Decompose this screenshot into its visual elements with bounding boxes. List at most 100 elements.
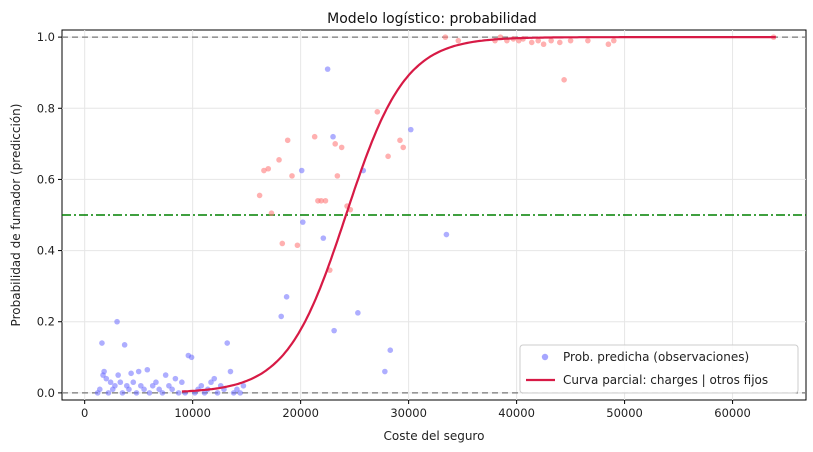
data-point-nonsmoker: [201, 390, 208, 396]
logistic-curve: [181, 36, 776, 393]
data-point-smoker: [261, 167, 267, 174]
data-point-nonsmoker: [141, 386, 147, 393]
data-point-nonsmoker: [130, 379, 137, 386]
data-point-nonsmoker: [135, 368, 142, 375]
y-tick-label: 0.0: [37, 386, 55, 400]
y-tick-label: 0.8: [37, 101, 55, 115]
data-point-nonsmoker: [283, 294, 290, 300]
data-point-nonsmoker: [355, 310, 361, 316]
data-point-smoker: [540, 41, 547, 48]
plot-area: 0 10000 20000 30000 40000 50000 60000 0.00.20.…: [37, 29, 807, 420]
data-point-smoker: [528, 39, 535, 46]
data-point-nonsmoker: [237, 390, 243, 396]
legend-label-curve: Curva parcial: charges | otros fijos: [563, 373, 768, 387]
data-point-nonsmoker: [149, 382, 156, 389]
data-point-nonsmoker: [138, 382, 144, 389]
data-point-smoker: [515, 37, 522, 44]
data-point-smoker: [561, 77, 567, 83]
data-point-nonsmoker: [230, 390, 237, 396]
data-point-nonsmoker: [128, 370, 134, 377]
data-point-nonsmoker: [169, 386, 175, 393]
data-point-nonsmoker: [96, 386, 103, 393]
data-point-nonsmoker: [382, 368, 388, 375]
data-point-smoker: [400, 144, 407, 151]
data-point-smoker: [276, 157, 282, 163]
data-point-nonsmoker: [278, 313, 285, 320]
data-point-smoker: [535, 37, 542, 44]
data-point-smoker: [334, 173, 341, 179]
data-point-smoker: [455, 37, 462, 44]
data-point-smoker: [318, 197, 324, 204]
data-point-smoker: [442, 34, 449, 40]
chart-title: Modelo logístico: probabilidad: [327, 11, 537, 27]
legend: Prob. predicha (observaciones) Curva par…: [519, 344, 799, 394]
data-point-nonsmoker: [121, 342, 128, 348]
data-point-smoker: [585, 37, 591, 44]
data-point-nonsmoker: [144, 366, 151, 373]
data-point-nonsmoker: [407, 126, 414, 133]
data-point-nonsmoker: [234, 386, 240, 393]
data-point-nonsmoker: [133, 390, 140, 396]
legend-box: [519, 344, 799, 394]
data-point-nonsmoker: [330, 133, 336, 140]
y-axis-label: Probabilidad de fumador (predicción): [9, 104, 23, 327]
data-point-nonsmoker: [146, 390, 153, 396]
data-point-smoker: [374, 109, 381, 115]
x-tick-label: 40000: [498, 406, 535, 420]
data-point-nonsmoker: [156, 386, 162, 393]
data-point-smoker: [397, 137, 403, 144]
data-point-smoker: [284, 137, 291, 144]
y-ticks: 0.0 0.2 0.4 0.6 0.8 1.0: [37, 30, 62, 400]
data-point-nonsmoker: [117, 379, 124, 386]
data-point-smoker: [548, 37, 554, 44]
data-point-nonsmoker: [300, 219, 306, 225]
data-point-nonsmoker: [175, 390, 182, 396]
data-point-smoker: [556, 39, 563, 46]
data-point-nonsmoker: [211, 375, 218, 382]
data-point-nonsmoker: [162, 372, 169, 378]
data-point-nonsmoker: [443, 231, 450, 238]
data-point-nonsmoker: [107, 379, 114, 386]
x-tick-label: 60000: [714, 406, 751, 420]
data-point-nonsmoker: [153, 379, 159, 386]
data-point-nonsmoker: [227, 368, 234, 375]
data-point-nonsmoker: [331, 327, 337, 334]
data-point-nonsmoker: [115, 372, 121, 378]
y-tick-label: 0.2: [37, 315, 55, 329]
data-point-nonsmoker: [387, 347, 394, 353]
y-tick-label: 1.0: [37, 30, 55, 44]
data-point-nonsmoker: [324, 66, 331, 72]
y-tick-label: 0.4: [37, 244, 55, 258]
data-point-nonsmoker: [103, 375, 110, 382]
data-point-nonsmoker: [188, 354, 195, 361]
x-tick-label: 0: [81, 406, 88, 420]
data-point-nonsmoker: [105, 390, 112, 396]
data-point-smoker: [332, 141, 338, 147]
x-axis-label: Coste del seguro: [384, 429, 485, 443]
data-point-nonsmoker: [172, 375, 179, 382]
data-point-smoker: [605, 41, 612, 48]
x-tick-label: 30000: [390, 406, 427, 420]
data-point-nonsmoker: [159, 390, 166, 396]
data-point-smoker: [279, 240, 286, 247]
data-point-smoker: [265, 165, 272, 172]
data-point-nonsmoker: [112, 382, 118, 389]
data-point-smoker: [567, 37, 574, 44]
data-point-nonsmoker: [320, 235, 327, 241]
data-point-nonsmoker: [208, 379, 214, 386]
data-point-nonsmoker: [119, 390, 126, 396]
data-point-smoker: [610, 37, 617, 44]
data-point-smoker: [338, 144, 345, 151]
data-point-smoker: [322, 197, 329, 204]
data-point-nonsmoker: [240, 382, 247, 389]
data-point-smoker: [256, 192, 263, 199]
legend-label-scatter: Prob. predicha (observaciones): [563, 350, 749, 364]
data-point-nonsmoker: [179, 379, 185, 386]
data-point-smoker: [311, 133, 318, 140]
data-point-nonsmoker: [298, 167, 305, 174]
x-tick-label: 10000: [174, 406, 211, 420]
x-tick-label: 50000: [606, 406, 643, 420]
data-point-smoker: [385, 153, 391, 160]
data-point-smoker: [294, 242, 301, 249]
